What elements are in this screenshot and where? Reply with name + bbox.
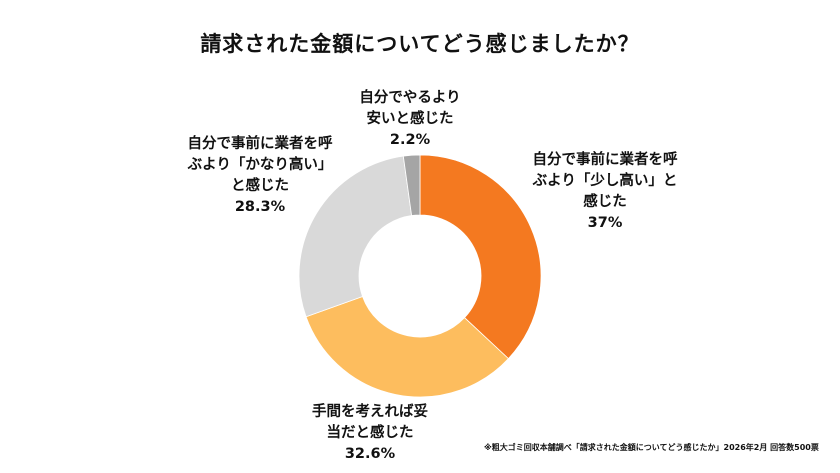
label-line: 手間を考えれば妥 (312, 404, 428, 420)
label-line: 自分でやるより (359, 90, 461, 106)
donut-slice-0 (419, 154, 542, 360)
value-label: 37% (587, 215, 623, 231)
donut-slice-3 (402, 154, 421, 217)
label-line: 自分で事前に業者を呼 (532, 152, 678, 168)
value-label: 32.6% (344, 446, 396, 462)
donut-slice-1 (305, 296, 509, 398)
label-line: ぶより「かなり高い」 (187, 157, 333, 173)
label-line: 自分で事前に業者を呼 (187, 136, 333, 152)
slice-label-very-high: 自分で事前に業者を呼 ぶより「かなり高い」 と感じた 28.3% (170, 134, 350, 218)
footnote: ※粗大ゴミ回収本舗調べ「請求された金額についてどう感じたか」2026年2月 回答… (484, 443, 819, 452)
donut-slice-2 (298, 155, 413, 318)
chart-title: 請求された金額についてどう感じましたか？ (200, 32, 640, 56)
label-line: ぶより「少し高い」と (532, 173, 678, 189)
label-line: 感じた (583, 194, 627, 210)
label-line: と感じた (231, 178, 289, 194)
label-line: 当だと感じた (326, 425, 414, 441)
slice-label-reasonable: 手間を考えれば妥 当だと感じた 32.6% (300, 402, 440, 465)
value-label: 28.3% (234, 199, 286, 215)
value-label: 2.2% (389, 132, 431, 148)
label-line: 安いと感じた (366, 111, 454, 127)
slice-label-slightly-high: 自分で事前に業者を呼 ぶより「少し高い」と 感じた 37% (515, 150, 695, 234)
slice-label-cheaper: 自分でやるより 安いと感じた 2.2% (340, 88, 480, 151)
